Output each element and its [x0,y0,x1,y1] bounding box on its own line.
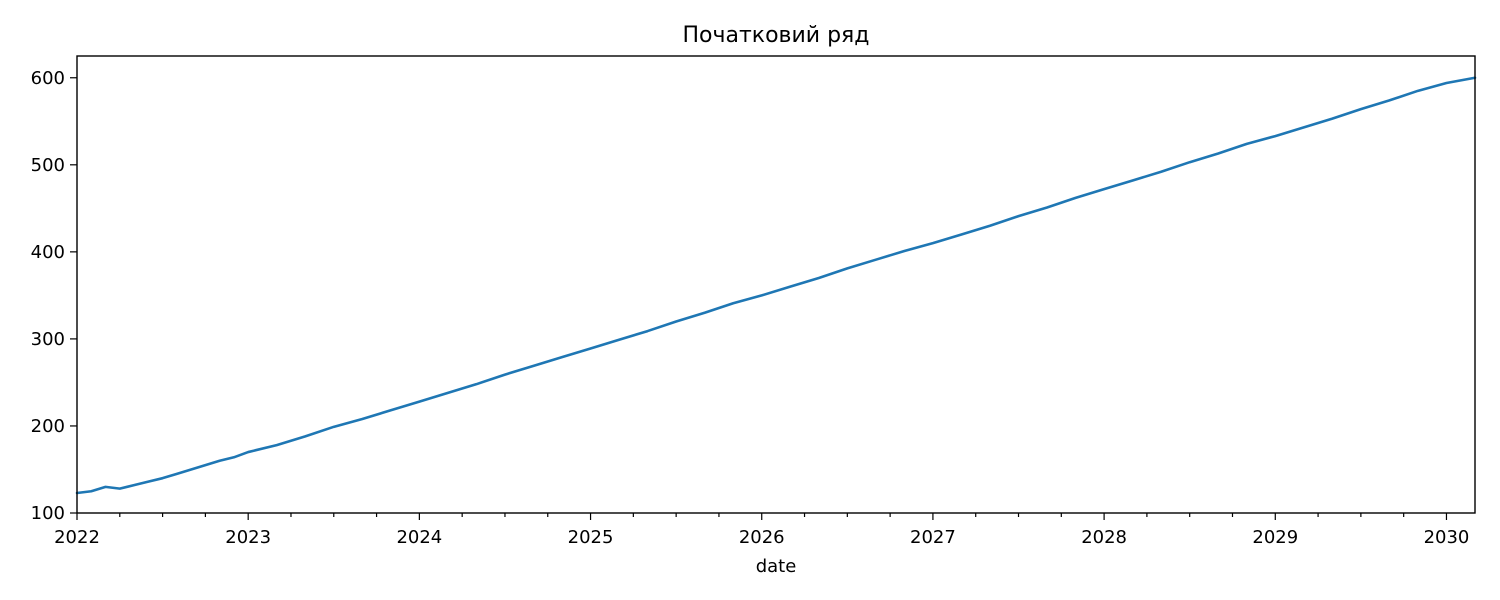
x-tick-label: 2024 [396,527,442,548]
plot-area [75,76,1477,495]
x-tick-label: 2030 [1424,527,1470,548]
y-tick-label: 100 [31,503,65,524]
y-tick-label: 400 [31,242,65,263]
y-tick-label: 300 [31,329,65,350]
x-tick-label: 2025 [568,527,614,548]
y-tick-label: 200 [31,416,65,437]
x-tick-label: 2028 [1081,527,1127,548]
x-tick-label: 2027 [910,527,956,548]
axis-ticks: 100 200 300 400 500 600 2022 2023 2024 2025 2026 20… [31,68,1470,548]
y-tick-label: 600 [31,68,65,89]
x-tick-label: 2023 [225,527,271,548]
x-tick-label: 2026 [739,527,785,548]
y-tick-label: 500 [31,155,65,176]
series-line [75,76,1477,495]
x-tick-label: 2022 [54,527,100,548]
x-axis-label: date [756,556,797,577]
chart-title: Початковий ряд [682,23,869,48]
x-tick-label: 2029 [1252,527,1298,548]
plot-frame [76,55,1476,514]
